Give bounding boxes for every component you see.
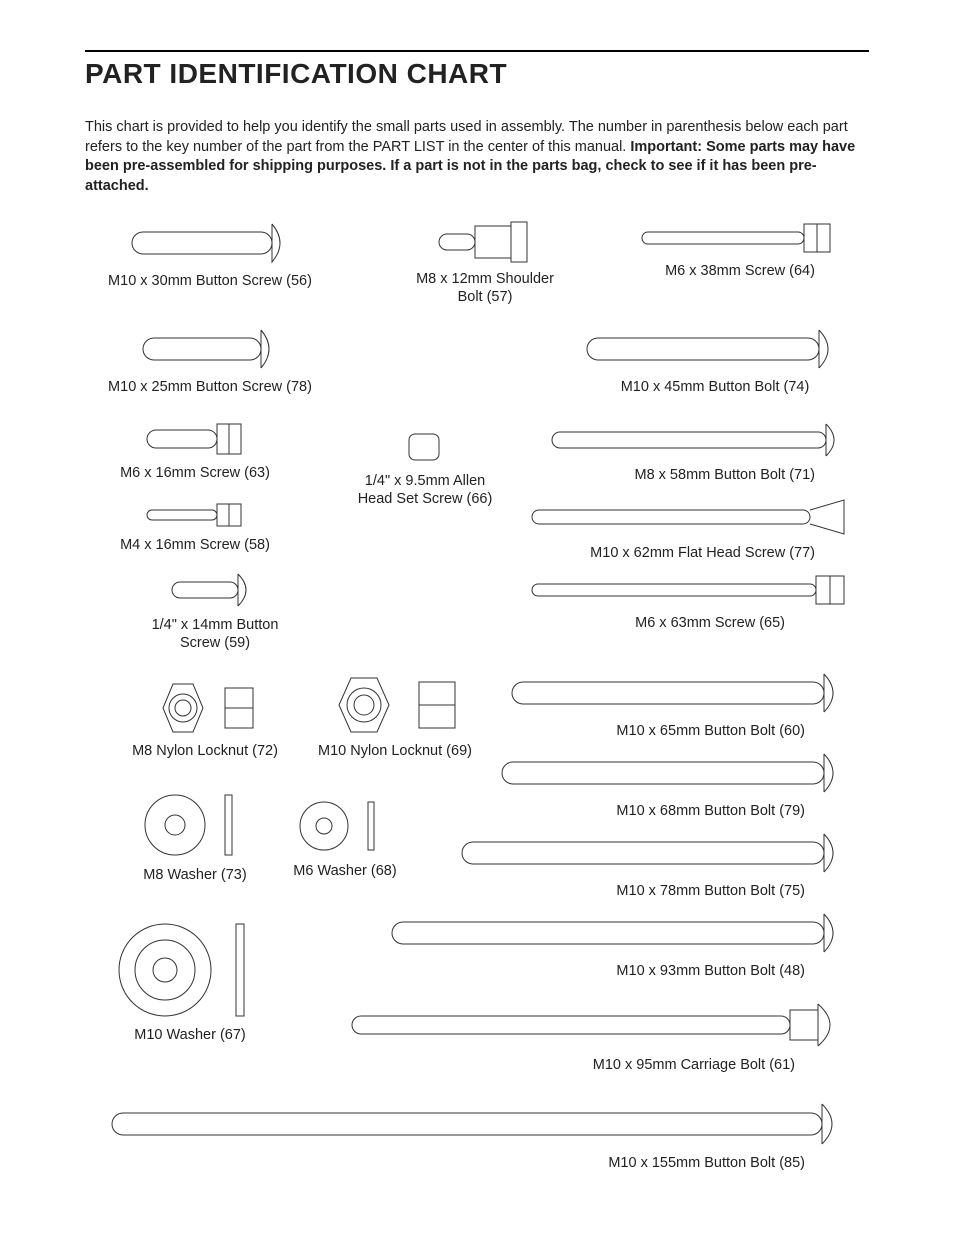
part-label: M6 x 38mm Screw (64): [625, 262, 855, 280]
part-label: M10 Nylon Locknut (69): [295, 742, 495, 760]
washer-icon: [290, 796, 400, 856]
part-61: M10 x 95mm Carriage Bolt (61): [345, 1000, 855, 1074]
screw-icon: [530, 572, 850, 608]
washer-icon: [135, 790, 255, 860]
part-71: M8 x 58mm Button Bolt (71): [545, 420, 855, 484]
bolt-icon: [550, 420, 850, 460]
locknut-icon: [145, 680, 265, 736]
flat-head-icon: [530, 496, 850, 538]
bolt-icon: [141, 326, 279, 372]
intro-text: This chart is provided to help you ident…: [85, 118, 869, 196]
part-69: M10 Nylon Locknut (69): [295, 674, 495, 760]
part-label: M10 x 30mm Button Screw (56): [95, 272, 325, 290]
part-63: M6 x 16mm Screw (63): [95, 420, 295, 482]
part-67: M10 Washer (67): [95, 920, 285, 1044]
part-label: M10 x 65mm Button Bolt (60): [505, 722, 855, 740]
washer-icon: [110, 920, 270, 1020]
part-60: M10 x 65mm Button Bolt (60): [505, 670, 855, 740]
part-59: 1/4" x 14mm Button Screw (59): [115, 570, 315, 652]
bolt-icon: [130, 220, 290, 266]
part-label: M6 x 63mm Screw (65): [525, 614, 855, 632]
part-label: M10 x 25mm Button Screw (78): [95, 378, 325, 396]
bolt-icon: [585, 326, 845, 372]
part-64: M6 x 38mm Screw (64): [625, 220, 855, 280]
part-77: M10 x 62mm Flat Head Screw (77): [525, 496, 855, 562]
part-73: M8 Washer (73): [115, 790, 275, 884]
part-label: M10 x 45mm Button Bolt (74): [575, 378, 855, 396]
part-79: M10 x 68mm Button Bolt (79): [495, 750, 855, 820]
part-72: M8 Nylon Locknut (72): [105, 680, 305, 760]
set-screw-icon: [405, 430, 445, 466]
locknut-icon: [315, 674, 475, 736]
part-68: M6 Washer (68): [265, 796, 425, 880]
part-78: M10 x 25mm Button Screw (78): [95, 326, 325, 396]
bolt-icon: [510, 670, 850, 716]
part-label: M10 x 155mm Button Bolt (85): [105, 1154, 855, 1172]
part-label: M6 Washer (68): [265, 862, 425, 880]
part-label: M10 x 78mm Button Bolt (75): [455, 882, 855, 900]
part-label: M10 x 95mm Carriage Bolt (61): [345, 1056, 855, 1074]
parts-diagram: M10 x 30mm Button Screw (56) M10 x 25mm …: [85, 220, 869, 1180]
part-48: M10 x 93mm Button Bolt (48): [385, 910, 855, 980]
part-75: M10 x 78mm Button Bolt (75): [455, 830, 855, 900]
part-56: M10 x 30mm Button Screw (56): [95, 220, 325, 290]
shoulder-bolt-icon: [435, 220, 535, 264]
part-label: 1/4" x 14mm Button Screw (59): [115, 616, 315, 652]
screw-icon: [145, 500, 245, 530]
part-label: M8 x 12mm Shoulder Bolt (57): [385, 270, 585, 306]
part-label: M10 x 68mm Button Bolt (79): [495, 802, 855, 820]
bolt-icon: [500, 750, 850, 796]
bolt-icon: [390, 910, 850, 956]
part-label: M4 x 16mm Screw (58): [95, 536, 295, 554]
part-label: M6 x 16mm Screw (63): [95, 464, 295, 482]
part-label: M8 Nylon Locknut (72): [105, 742, 305, 760]
part-label: 1/4" x 9.5mm Allen Head Set Screw (66): [335, 472, 515, 508]
part-label: M10 Washer (67): [95, 1026, 285, 1044]
part-58: M4 x 16mm Screw (58): [95, 500, 295, 554]
part-label: M8 Washer (73): [115, 866, 275, 884]
screw-icon: [640, 220, 840, 256]
screw-icon: [145, 420, 245, 458]
bolt-icon: [170, 570, 260, 610]
part-74: M10 x 45mm Button Bolt (74): [575, 326, 855, 396]
part-label: M10 x 93mm Button Bolt (48): [385, 962, 855, 980]
carriage-bolt-icon: [350, 1000, 850, 1050]
bolt-icon: [460, 830, 850, 876]
part-label: M8 x 58mm Button Bolt (71): [545, 466, 855, 484]
part-66: 1/4" x 9.5mm Allen Head Set Screw (66): [335, 430, 515, 508]
part-85: M10 x 155mm Button Bolt (85): [105, 1100, 855, 1172]
part-65: M6 x 63mm Screw (65): [525, 572, 855, 632]
bolt-icon: [110, 1100, 850, 1148]
part-label: M10 x 62mm Flat Head Screw (77): [525, 544, 855, 562]
page-title: PART IDENTIFICATION CHART: [85, 58, 869, 90]
part-57: M8 x 12mm Shoulder Bolt (57): [385, 220, 585, 306]
